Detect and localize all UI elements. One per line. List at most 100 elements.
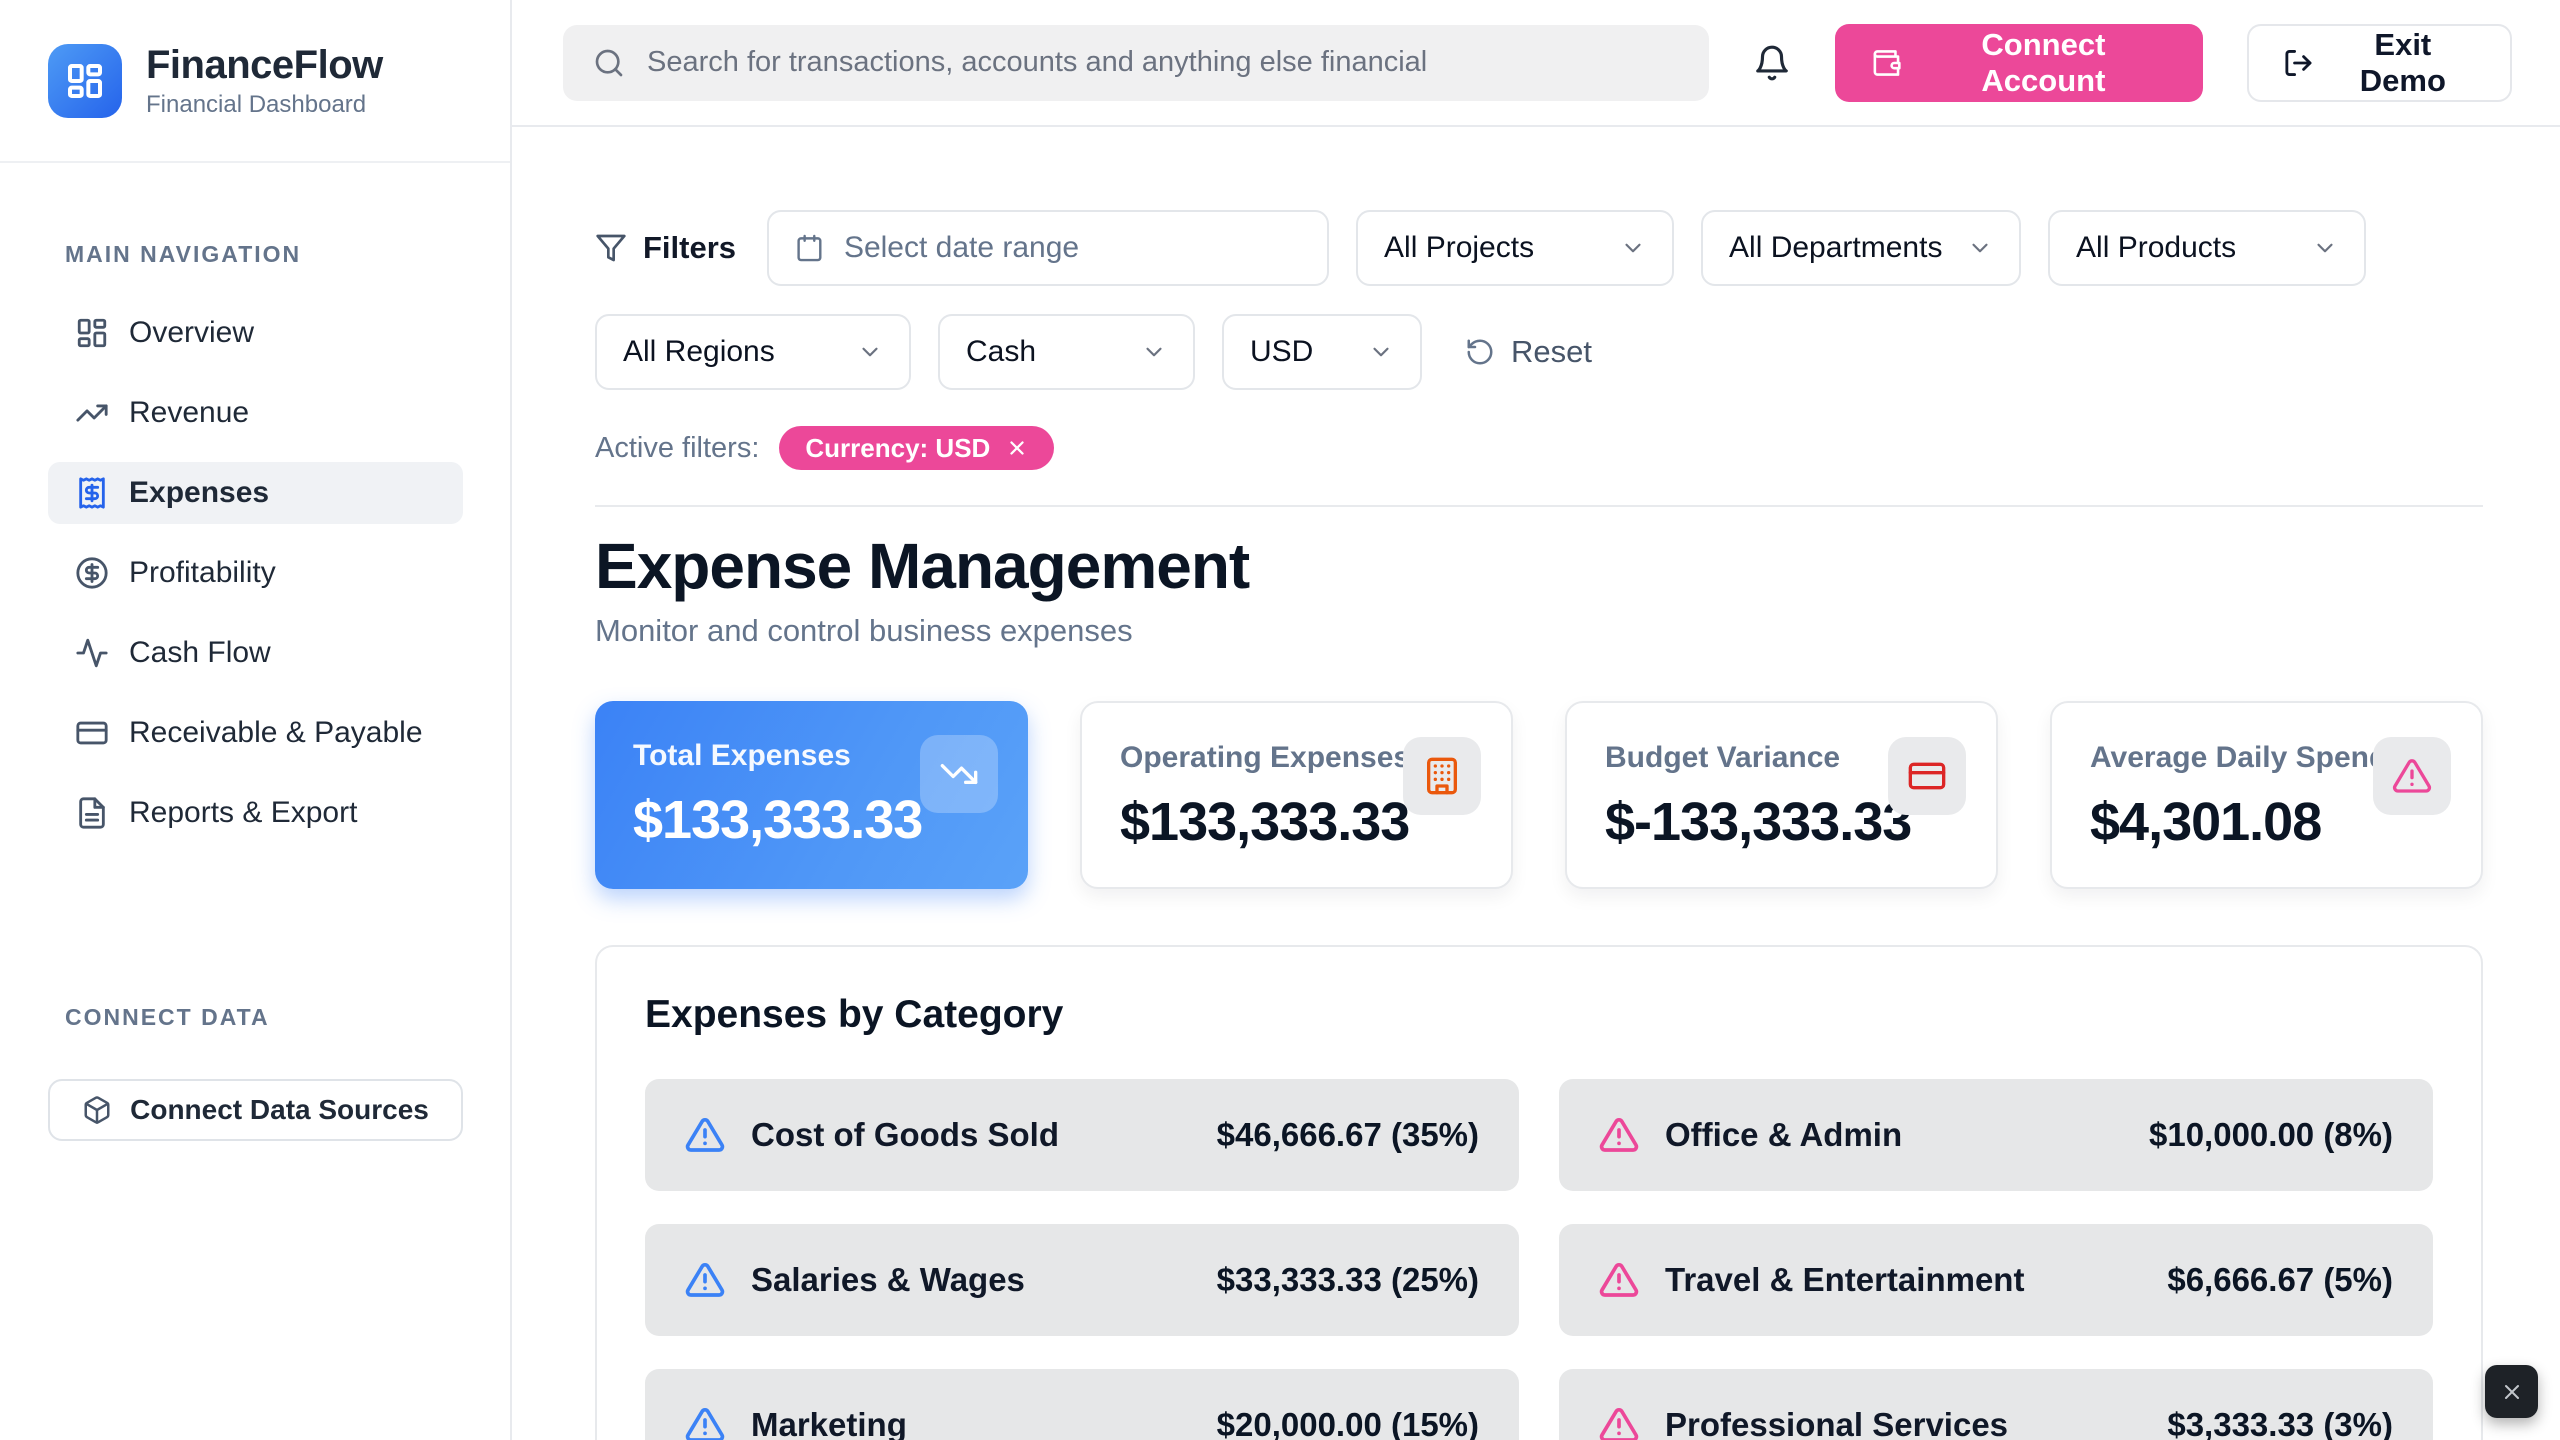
category-label: Cost of Goods Sold [751,1116,1059,1153]
category-value: $20,000.00 (15%) [1216,1406,1479,1440]
sidebar-item-label: Cash Flow [129,636,271,669]
stat-card-average-daily-spend[interactable]: Average Daily Spend $4,301.08 [2050,701,2483,889]
stat-icon-box [1403,737,1481,815]
category-row-travel-entertainment[interactable]: Travel & Entertainment $6,666.67 (5%) [1559,1224,2433,1336]
receipt-icon [79,477,105,509]
exit-demo-button[interactable]: Exit Demo [2246,23,2512,102]
main-content: Filters All Projects All Departments All… [512,127,2560,1440]
chevron-down-icon [862,347,878,357]
category-row-cost-of-goods-sold[interactable]: Cost of Goods Sold $46,666.67 (35%) [645,1079,1519,1191]
active-filter-chip-currency[interactable]: Currency: USD [779,426,1055,470]
chip-label: Currency: USD [805,432,991,463]
category-value: $6,666.67 (5%) [2167,1261,2393,1298]
projects-select[interactable]: All Projects [1356,210,1675,286]
category-row-salaries-wages[interactable]: Salaries & Wages $33,333.33 (25%) [645,1224,1519,1336]
sidebar-item-label: Overview [129,316,255,349]
category-row-professional-services[interactable]: Professional Services $3,333.33 (3%) [1559,1369,2433,1440]
sidebar-item-revenue[interactable]: Revenue [48,382,463,444]
main-navigation: MAIN NAVIGATION Overview Revenue [0,163,510,844]
section-divider [595,505,2483,507]
connect-data-section: CONNECT DATA Connect Data Sources [0,862,510,1141]
trending-up-icon [76,404,108,422]
alert-triangle-icon [685,1408,725,1440]
category-row-marketing[interactable]: Marketing $20,000.00 (15%) [645,1369,1519,1440]
filter-row-2: All Regions Cash USD Reset [595,314,2483,390]
active-filters-row: Active filters: Currency: USD [595,426,2483,470]
regions-select-value: All Regions [623,335,775,368]
stat-value: $133,333.33 [1120,792,1410,852]
dashboard-grid-icon [68,63,102,98]
stat-label: Total Expenses [633,739,851,772]
connect-account-button[interactable]: Connect Account [1835,23,2203,102]
dollar-circle-icon [76,557,108,589]
file-text-icon [79,797,105,829]
page-title: Expense Management [595,530,1250,602]
reset-filters-button[interactable]: Reset [1465,334,1592,370]
connect-section-label: CONNECT DATA [65,1004,270,1030]
category-value: $3,333.33 (3%) [2167,1406,2393,1440]
sidebar-item-expenses[interactable]: Expenses [48,462,463,524]
search-bar[interactable] [563,24,1710,101]
close-overlay-button[interactable] [2485,1365,2538,1418]
box-icon [84,1096,110,1124]
calendar-icon [797,234,822,262]
connect-account-label: Connect Account [1981,26,2106,98]
stat-card-operating-expenses[interactable]: Operating Expenses $133,333.33 [1080,701,1513,889]
chevron-down-icon [1373,347,1389,357]
sidebar: FinanceFlow Financial Dashboard MAIN NAV… [0,0,512,1440]
stat-card-total-expenses[interactable]: Total Expenses $133,333.33 [595,701,1028,889]
filter-row-1: Filters All Projects All Departments All… [595,210,2483,286]
category-label: Salaries & Wages [751,1261,1025,1298]
category-label: Marketing [751,1406,907,1440]
reset-label: Reset [1511,334,1592,369]
currency-select[interactable]: USD [1222,314,1422,390]
page-subtitle: Monitor and control business expenses [595,613,1133,648]
connect-data-sources-button[interactable]: Connect Data Sources [48,1079,463,1141]
notifications-button[interactable] [1753,44,1791,82]
activity-icon [76,638,108,668]
date-range-field[interactable] [767,210,1330,286]
topbar: Connect Account Exit Demo [512,0,2560,127]
products-select[interactable]: All Products [2048,210,2367,286]
category-row-office-admin[interactable]: Office & Admin $10,000.00 (8%) [1559,1079,2433,1191]
method-select[interactable]: Cash [938,314,1195,390]
sidebar-item-cash-flow[interactable]: Cash Flow [48,622,463,684]
stat-card-budget-variance[interactable]: Budget Variance $-133,333.33 [1565,701,1998,889]
sidebar-item-reports-export[interactable]: Reports & Export [48,782,463,844]
sidebar-item-label: Reports & Export [129,796,358,829]
search-icon [595,49,623,76]
sidebar-item-overview[interactable]: Overview [48,302,463,364]
category-value: $10,000.00 (8%) [2148,1116,2393,1153]
rotate-ccw-icon [1467,339,1493,365]
chevron-down-icon [1972,243,1988,253]
alert-triangle-icon [685,1118,725,1152]
dashboard-grid-icon [77,318,107,348]
date-range-input[interactable] [843,231,1302,265]
currency-select-value: USD [1250,335,1314,368]
funnel-icon [596,234,626,262]
sidebar-item-profitability[interactable]: Profitability [48,542,463,604]
active-filters-label: Active filters: [595,431,760,464]
alert-triangle-icon [2392,759,2432,793]
alert-triangle-icon [1599,1408,1639,1440]
departments-select[interactable]: All Departments [1701,210,2022,286]
sidebar-item-receivable-payable[interactable]: Receivable & Payable [48,702,463,764]
alert-triangle-icon [685,1263,725,1297]
connect-button-label: Connect Data Sources [130,1094,429,1125]
regions-select[interactable]: All Regions [595,314,911,390]
brand-header: FinanceFlow Financial Dashboard [0,0,510,163]
alert-triangle-icon [1599,1118,1639,1152]
stat-label: Operating Expenses [1120,741,1411,774]
bell-icon [1756,45,1788,80]
projects-select-value: All Projects [1384,231,1535,264]
close-icon[interactable] [1006,437,1028,459]
nav-section-label: MAIN NAVIGATION [65,241,302,267]
filters-title: Filters [595,230,736,266]
chevron-down-icon [1146,347,1162,357]
close-icon [2504,1384,2519,1399]
departments-select-value: All Departments [1729,231,1943,264]
stat-label: Budget Variance [1605,741,1841,774]
wallet-icon [1873,49,1901,76]
search-input[interactable] [647,46,1680,79]
credit-card-icon [1908,762,1946,790]
